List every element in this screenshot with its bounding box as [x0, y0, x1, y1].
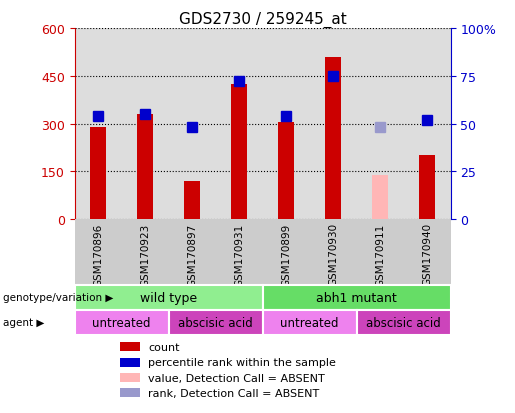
Text: value, Detection Call = ABSENT: value, Detection Call = ABSENT	[148, 373, 325, 383]
Bar	[278, 123, 295, 220]
Bar	[120, 342, 141, 351]
Bar	[75, 285, 263, 310]
Text: GSM170896: GSM170896	[93, 223, 103, 286]
Bar	[90, 127, 107, 220]
Bar	[75, 310, 168, 335]
Bar	[263, 285, 451, 310]
Text: genotype/variation ▶: genotype/variation ▶	[3, 292, 113, 303]
Text: GSM170897: GSM170897	[187, 223, 197, 286]
Text: GSM170931: GSM170931	[234, 223, 244, 286]
Text: rank, Detection Call = ABSENT: rank, Detection Call = ABSENT	[148, 388, 319, 398]
Bar	[231, 85, 247, 220]
Bar	[168, 310, 263, 335]
Text: abscisic acid: abscisic acid	[366, 316, 441, 329]
Bar	[137, 115, 153, 220]
Title: GDS2730 / 259245_at: GDS2730 / 259245_at	[179, 12, 347, 28]
Text: wild type: wild type	[140, 291, 197, 304]
Bar	[120, 373, 141, 382]
Text: untreated: untreated	[280, 316, 339, 329]
Text: GSM170940: GSM170940	[422, 223, 432, 286]
Text: GSM170923: GSM170923	[140, 223, 150, 286]
Bar	[419, 156, 435, 220]
Bar	[325, 57, 341, 220]
Text: untreated: untreated	[92, 316, 151, 329]
Bar	[184, 181, 200, 220]
Text: abscisic acid: abscisic acid	[178, 316, 253, 329]
Text: GSM170911: GSM170911	[375, 223, 385, 286]
Text: count: count	[148, 342, 180, 352]
Bar	[356, 310, 451, 335]
Text: abh1 mutant: abh1 mutant	[316, 291, 397, 304]
Bar	[372, 176, 388, 220]
Text: percentile rank within the sample: percentile rank within the sample	[148, 358, 336, 368]
Bar	[120, 388, 141, 397]
Text: agent ▶: agent ▶	[3, 318, 44, 328]
Text: GSM170899: GSM170899	[281, 223, 291, 286]
Text: GSM170930: GSM170930	[328, 223, 338, 286]
Bar	[120, 358, 141, 367]
Bar	[263, 310, 356, 335]
